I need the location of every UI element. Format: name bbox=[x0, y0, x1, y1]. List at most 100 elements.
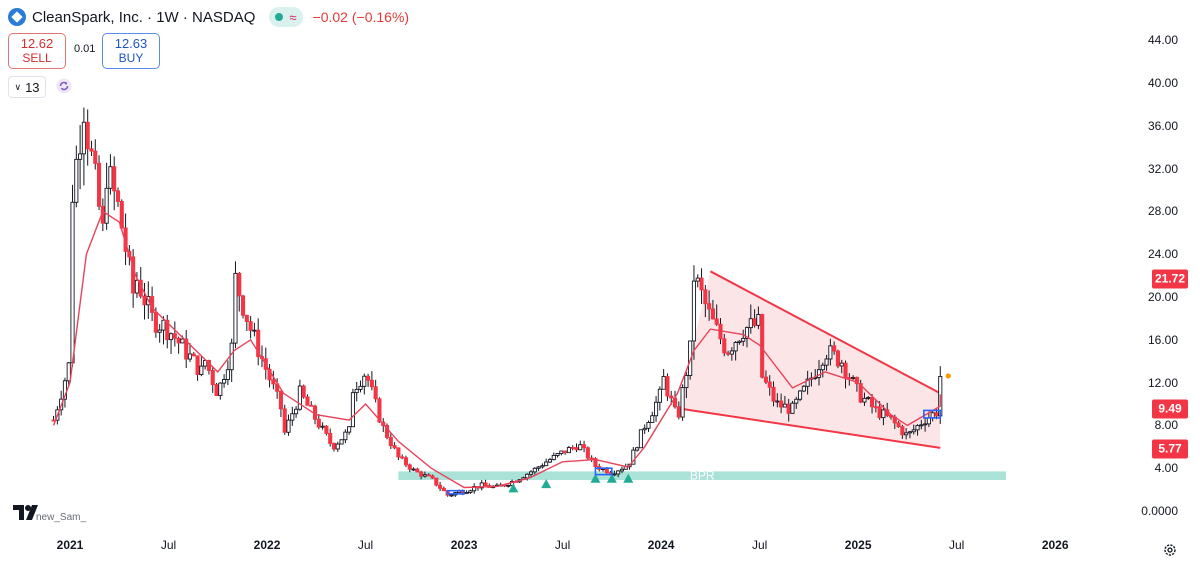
candle bbox=[570, 445, 575, 451]
candle bbox=[794, 396, 799, 409]
candle bbox=[392, 442, 397, 450]
chart-header: CleanSpark, Inc. · 1W · NASDAQ ≈ −0.02 (… bbox=[8, 6, 409, 28]
candle bbox=[115, 187, 121, 207]
buy-price: 12.63 bbox=[114, 36, 148, 51]
x-tick-label: Jul bbox=[160, 538, 177, 552]
indicator-toggle[interactable]: ∨ 13 bbox=[8, 76, 46, 98]
bpr-zone bbox=[398, 471, 1006, 480]
candle bbox=[563, 450, 568, 455]
candle bbox=[771, 381, 776, 407]
price-tag: 5.77 bbox=[1152, 439, 1188, 459]
candle bbox=[585, 446, 590, 460]
candle bbox=[665, 373, 670, 401]
candle bbox=[438, 481, 443, 492]
candle bbox=[870, 393, 875, 414]
moving-average-line bbox=[52, 210, 941, 489]
candle bbox=[89, 140, 94, 156]
candle bbox=[748, 304, 753, 334]
candle bbox=[866, 395, 871, 400]
candle bbox=[358, 380, 363, 393]
candle bbox=[756, 306, 761, 330]
candle bbox=[873, 400, 878, 413]
candle bbox=[483, 479, 488, 487]
candle bbox=[779, 393, 784, 414]
candle bbox=[775, 393, 780, 408]
candle bbox=[195, 355, 200, 381]
symbol-title[interactable]: CleanSpark, Inc. · 1W · NASDAQ bbox=[32, 8, 256, 26]
buy-signal-triangle bbox=[541, 479, 552, 489]
candle bbox=[468, 489, 473, 494]
candle bbox=[320, 422, 325, 430]
candle bbox=[737, 340, 742, 345]
candle bbox=[153, 307, 158, 338]
candle bbox=[411, 467, 416, 471]
candle bbox=[733, 340, 738, 361]
candle bbox=[544, 458, 549, 467]
candle bbox=[210, 367, 215, 393]
candle bbox=[650, 411, 655, 423]
market-status-pill[interactable]: ≈ bbox=[269, 7, 303, 27]
candle bbox=[430, 474, 435, 479]
y-tick-label: 8.00 bbox=[1154, 418, 1178, 433]
candle bbox=[684, 371, 689, 399]
y-tick-label: 16.00 bbox=[1147, 332, 1178, 347]
candle bbox=[384, 423, 390, 440]
refresh-icon[interactable] bbox=[56, 78, 72, 94]
candle bbox=[767, 375, 772, 396]
candle bbox=[74, 145, 79, 208]
wave-icon: ≈ bbox=[289, 9, 297, 25]
candle bbox=[434, 477, 439, 487]
candle bbox=[199, 356, 204, 377]
candle bbox=[566, 445, 571, 454]
candle bbox=[407, 463, 412, 473]
candle bbox=[415, 467, 420, 473]
candle bbox=[419, 470, 424, 480]
x-tick-label: 2021 bbox=[56, 538, 84, 552]
candle bbox=[66, 361, 71, 387]
sell-label: SELL bbox=[22, 51, 52, 65]
candle bbox=[229, 338, 234, 382]
candle bbox=[646, 420, 651, 432]
y-tick-label: 4.00 bbox=[1154, 461, 1178, 476]
candle bbox=[612, 470, 617, 477]
candle bbox=[426, 473, 431, 477]
candle bbox=[104, 162, 109, 230]
candle bbox=[142, 282, 147, 320]
candle bbox=[638, 429, 643, 449]
tradingview-logo-icon bbox=[13, 505, 38, 520]
candle bbox=[680, 384, 685, 421]
candle bbox=[282, 404, 287, 435]
candle bbox=[710, 299, 715, 320]
candle bbox=[218, 382, 223, 400]
candle bbox=[820, 362, 825, 378]
candle bbox=[70, 184, 75, 367]
buy-signal-triangle bbox=[606, 473, 617, 483]
candle bbox=[354, 381, 359, 402]
candle bbox=[369, 371, 374, 391]
indicator-count: 13 bbox=[25, 79, 40, 95]
candle bbox=[657, 386, 662, 411]
buy-button[interactable]: 12.63 BUY bbox=[102, 33, 160, 69]
candle bbox=[782, 395, 787, 408]
candle bbox=[722, 333, 727, 357]
candle bbox=[396, 447, 401, 460]
candle bbox=[187, 343, 193, 362]
sell-button[interactable]: 12.62 SELL bbox=[8, 33, 66, 69]
candle bbox=[726, 350, 731, 357]
candle bbox=[691, 265, 697, 360]
candle bbox=[286, 414, 291, 436]
falling-wedge-area bbox=[677, 271, 941, 448]
candle bbox=[240, 294, 246, 319]
candle bbox=[225, 360, 230, 386]
x-tick-label: Jul bbox=[554, 538, 571, 552]
candle bbox=[388, 432, 393, 450]
settings-gear-icon[interactable] bbox=[1163, 543, 1177, 557]
candle bbox=[729, 347, 734, 361]
candle bbox=[839, 359, 844, 374]
candle bbox=[858, 379, 863, 404]
candle bbox=[707, 290, 712, 321]
candle bbox=[305, 394, 310, 406]
candle bbox=[347, 426, 352, 435]
sell-price: 12.62 bbox=[20, 36, 54, 51]
